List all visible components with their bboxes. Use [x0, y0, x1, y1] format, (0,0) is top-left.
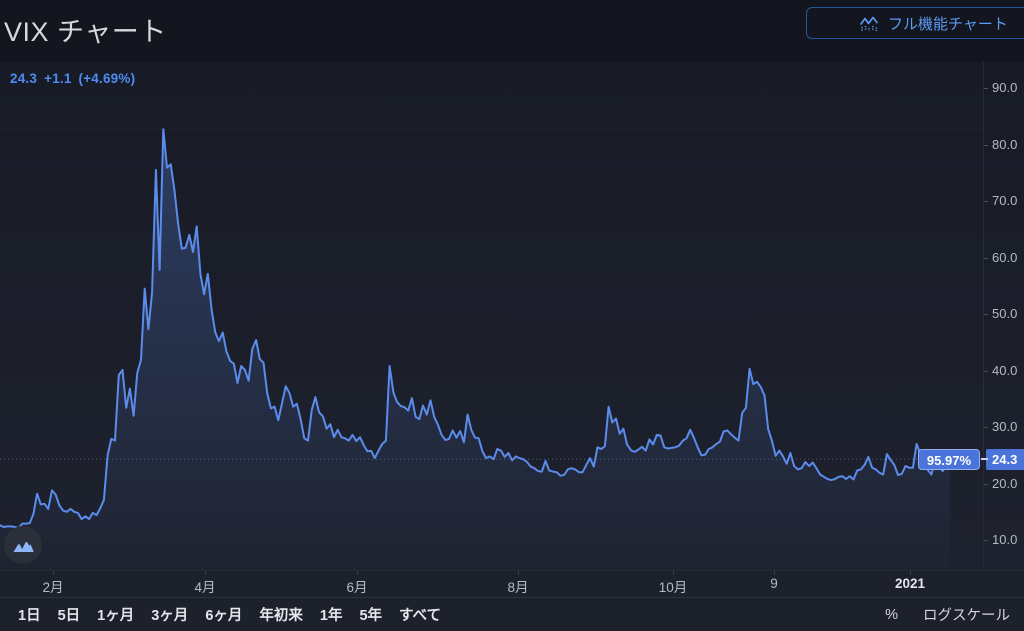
x-axis-tick-label: 4月 — [194, 580, 216, 595]
x-axis-tick-label: 6月 — [346, 580, 368, 595]
range-button[interactable]: 5日 — [57, 608, 81, 624]
range-button[interactable]: 5年 — [359, 608, 383, 624]
current-price-tick — [981, 458, 988, 461]
header: VIX チャート フル機能チャート — [0, 0, 1024, 62]
chart-panel: 24.3 +1.1 (+4.69%) 95.97% — [0, 62, 1024, 570]
x-axis-tick-label: 10月 — [658, 580, 688, 595]
range-toolbar: 1日 5日 1ヶ月 3ヶ月 6ヶ月 年初来 1年 5年 すべて % ログスケール — [0, 597, 1024, 631]
x-axis-tick-label: 2021 — [894, 576, 926, 591]
quote-line: 24.3 +1.1 (+4.69%) — [10, 71, 142, 86]
y-axis-tick-mark — [984, 201, 988, 202]
range-button[interactable]: 3ヶ月 — [151, 608, 189, 624]
x-axis-tick-mark — [774, 571, 775, 575]
provider-logo[interactable] — [4, 526, 42, 564]
period-change-badge: 95.97% — [917, 448, 980, 470]
page-title: VIX チャート — [4, 17, 167, 47]
y-axis-tick-label: 10.0 — [992, 532, 1018, 547]
price-axis[interactable]: 24.3 90.0 80.0 70.0 60.0 50.0 40.0 30.0 20.0 10.… — [983, 62, 1024, 597]
quote-change-pct: (+4.69%) — [78, 71, 136, 86]
y-axis-tick-label: 80.0 — [992, 136, 1018, 152]
x-axis-tick-label: 9 — [770, 576, 778, 591]
price-line — [0, 128, 951, 530]
y-axis-tick-mark — [984, 427, 988, 428]
x-axis-tick-mark — [518, 571, 519, 575]
area-fill — [0, 129, 950, 570]
range-buttons: 1日 5日 1ヶ月 3ヶ月 6ヶ月 年初来 1年 5年 すべて — [18, 604, 441, 625]
price-chart[interactable] — [0, 62, 983, 570]
y-axis-tick-label: 30.0 — [992, 419, 1018, 434]
x-axis-tick-label: 8月 — [507, 580, 529, 595]
full-chart-button[interactable]: フル機能チャート — [806, 7, 1024, 39]
y-axis-tick-mark — [984, 483, 988, 485]
x-axis-tick-mark — [910, 571, 911, 575]
log-scale-toggle[interactable]: ログスケール — [923, 608, 1010, 624]
y-axis-tick-mark — [984, 370, 988, 372]
y-axis-tick-label: 40.0 — [992, 362, 1018, 378]
y-axis-tick-label: 20.0 — [992, 475, 1018, 491]
percent-scale-toggle[interactable]: % — [885, 606, 898, 623]
x-axis-tick-mark — [205, 571, 206, 575]
y-axis-tick-mark — [984, 314, 988, 315]
y-axis-tick-mark — [984, 257, 988, 259]
chart-icon — [859, 15, 879, 32]
range-button[interactable]: すべて — [399, 608, 441, 624]
quote-change: +1.1 — [44, 71, 72, 86]
range-button[interactable]: 1日 — [18, 608, 41, 624]
range-button[interactable]: 1ヶ月 — [97, 608, 135, 624]
y-axis-tick-mark — [984, 144, 988, 146]
current-price-axis-label: 24.3 — [986, 448, 1024, 470]
x-axis-tick-mark — [673, 571, 674, 575]
y-axis-tick-mark — [984, 540, 988, 541]
date-axis[interactable]: 2月 4月 6月 8月 10月 9 2021 — [0, 570, 1024, 597]
range-button[interactable]: 1年 — [319, 608, 343, 624]
y-axis-tick-label: 70.0 — [992, 193, 1018, 208]
x-axis-tick-mark — [357, 571, 358, 575]
y-axis-tick-label: 50.0 — [992, 306, 1018, 321]
x-axis-tick-label: 2月 — [42, 580, 64, 595]
range-button[interactable]: 年初来 — [259, 608, 303, 624]
x-axis-tick-mark — [53, 571, 54, 575]
quote-last: 24.3 — [10, 71, 38, 86]
mountain-chart-icon — [12, 538, 35, 553]
y-axis-tick-mark — [984, 88, 988, 89]
y-axis-tick-label: 90.0 — [992, 80, 1018, 95]
range-button[interactable]: 6ヶ月 — [205, 608, 243, 624]
y-axis-tick-label: 60.0 — [992, 249, 1018, 265]
full-chart-button-label: フル機能チャート — [888, 15, 1008, 33]
